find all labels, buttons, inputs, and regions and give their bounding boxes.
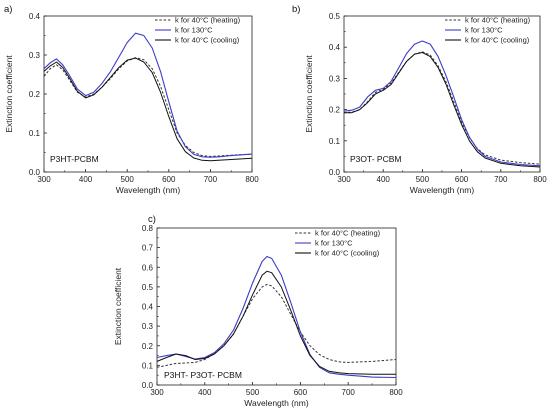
- chart-panel-a: 300 400 500 600 700 800 0.0 0.1 0.2 0.3 0.4 Wavelen…: [4, 4, 259, 195]
- y-tick-label: 0.2: [29, 90, 41, 99]
- legend-label: k for 40°C (cooling): [465, 36, 530, 45]
- series-line-130c: [343, 40, 541, 167]
- x-tick-label: 800: [245, 175, 259, 184]
- x-tick-label: 800: [389, 388, 403, 397]
- legend-label: k for 130°C: [315, 239, 353, 248]
- y-axis-label: Extinction coefficient: [113, 267, 123, 345]
- series-line-cooling-40c: [344, 52, 541, 168]
- legend: k for 40°C (heating)k for 130°Ck for 40°…: [295, 229, 381, 258]
- panel-label: c): [148, 214, 156, 225]
- y-tick-label: 0.4: [329, 43, 341, 52]
- series-line-130c: [156, 255, 397, 379]
- legend-label: k for 40°C (heating): [175, 16, 241, 25]
- y-tick-label: 0.3: [142, 322, 154, 331]
- x-tick-label: 400: [377, 175, 391, 184]
- y-tick-label: 0.1: [329, 137, 341, 146]
- legend-label: k for 40°C (cooling): [315, 249, 380, 258]
- x-tick-label: 600: [294, 388, 308, 397]
- y-tick-label: 0.0: [142, 381, 154, 390]
- y-tick-label: 0.0: [29, 168, 41, 177]
- x-tick-label: 800: [533, 175, 547, 184]
- series-line-cooling-40c: [156, 270, 396, 375]
- x-tick-label: 600: [162, 175, 176, 184]
- legend-label: k for 40°C (heating): [315, 229, 381, 238]
- legend-label: k for 40°C (heating): [465, 16, 531, 25]
- chart-panel-c: 300 400 500 600 700 800 0.0 0.1 0.2 0.3 0.4 0.5 0.6 0…: [113, 214, 403, 408]
- y-axis-label: Extinction coefficient: [4, 55, 14, 133]
- x-tick-label: 300: [150, 388, 164, 397]
- y-tick-label: 0.5: [329, 12, 341, 21]
- series-line-heating-40c: [343, 51, 541, 165]
- y-tick-label: 0.8: [142, 224, 154, 233]
- panel-label: a): [4, 4, 12, 15]
- x-axis-label: Wavelength (nm): [410, 185, 475, 195]
- x-tick-label: 500: [246, 388, 260, 397]
- x-tick-label: 700: [494, 175, 508, 184]
- series-line-heating-40c: [43, 57, 253, 157]
- panel-label: b): [292, 4, 300, 15]
- legend: k for 40°C (heating)k for 130°Ck for 40°…: [155, 16, 241, 45]
- y-tick-label: 0.3: [329, 74, 341, 83]
- x-tick-label: 600: [455, 175, 469, 184]
- x-tick-label: 400: [198, 388, 212, 397]
- y-tick-label: 0.4: [142, 303, 154, 312]
- y-tick-label: 0.2: [142, 342, 154, 351]
- legend: k for 40°C (heating)k for 130°Ck for 40°…: [445, 16, 531, 45]
- legend-label: k for 40°C (cooling): [175, 36, 240, 45]
- x-tick-label: 700: [342, 388, 356, 397]
- series-line-heating-40c: [156, 284, 397, 368]
- legend-label: k for 130°C: [175, 26, 213, 35]
- x-tick-label: 400: [79, 175, 93, 184]
- x-axis-label: Wavelength (nm): [116, 185, 181, 195]
- x-tick-label: 300: [337, 175, 351, 184]
- x-axis-label: Wavelength (nm): [244, 398, 309, 408]
- x-tick-label: 700: [204, 175, 218, 184]
- y-tick-label: 0.3: [29, 51, 41, 60]
- series-line-cooling-40c: [43, 57, 253, 162]
- x-tick-label: 500: [416, 175, 430, 184]
- y-tick-label: 0.4: [29, 12, 41, 21]
- chart-panel-b: 300 400 500 600 700 800 0.0 0.1 0.2 0.3 0.4 0.5 Wave…: [292, 4, 547, 195]
- y-tick-label: 0.6: [142, 263, 154, 272]
- x-tick-label: 500: [121, 175, 135, 184]
- sample-annotation: P3OT- PCBM: [350, 154, 401, 164]
- legend-label: k for 130°C: [465, 26, 503, 35]
- y-tick-label: 0.7: [142, 244, 154, 253]
- y-tick-label: 0.5: [142, 283, 154, 292]
- sample-annotation: P3HT- P3OT- PCBM: [164, 370, 242, 380]
- sample-annotation: P3HT-PCBM: [50, 154, 99, 164]
- series-line-130c: [43, 32, 253, 158]
- x-tick-label: 300: [37, 175, 51, 184]
- y-tick-label: 0.2: [329, 106, 341, 115]
- y-tick-label: 0.0: [329, 168, 341, 177]
- y-tick-label: 0.1: [29, 129, 41, 138]
- y-axis-label: Extinction coefficient: [304, 55, 314, 133]
- y-tick-label: 0.1: [142, 361, 154, 370]
